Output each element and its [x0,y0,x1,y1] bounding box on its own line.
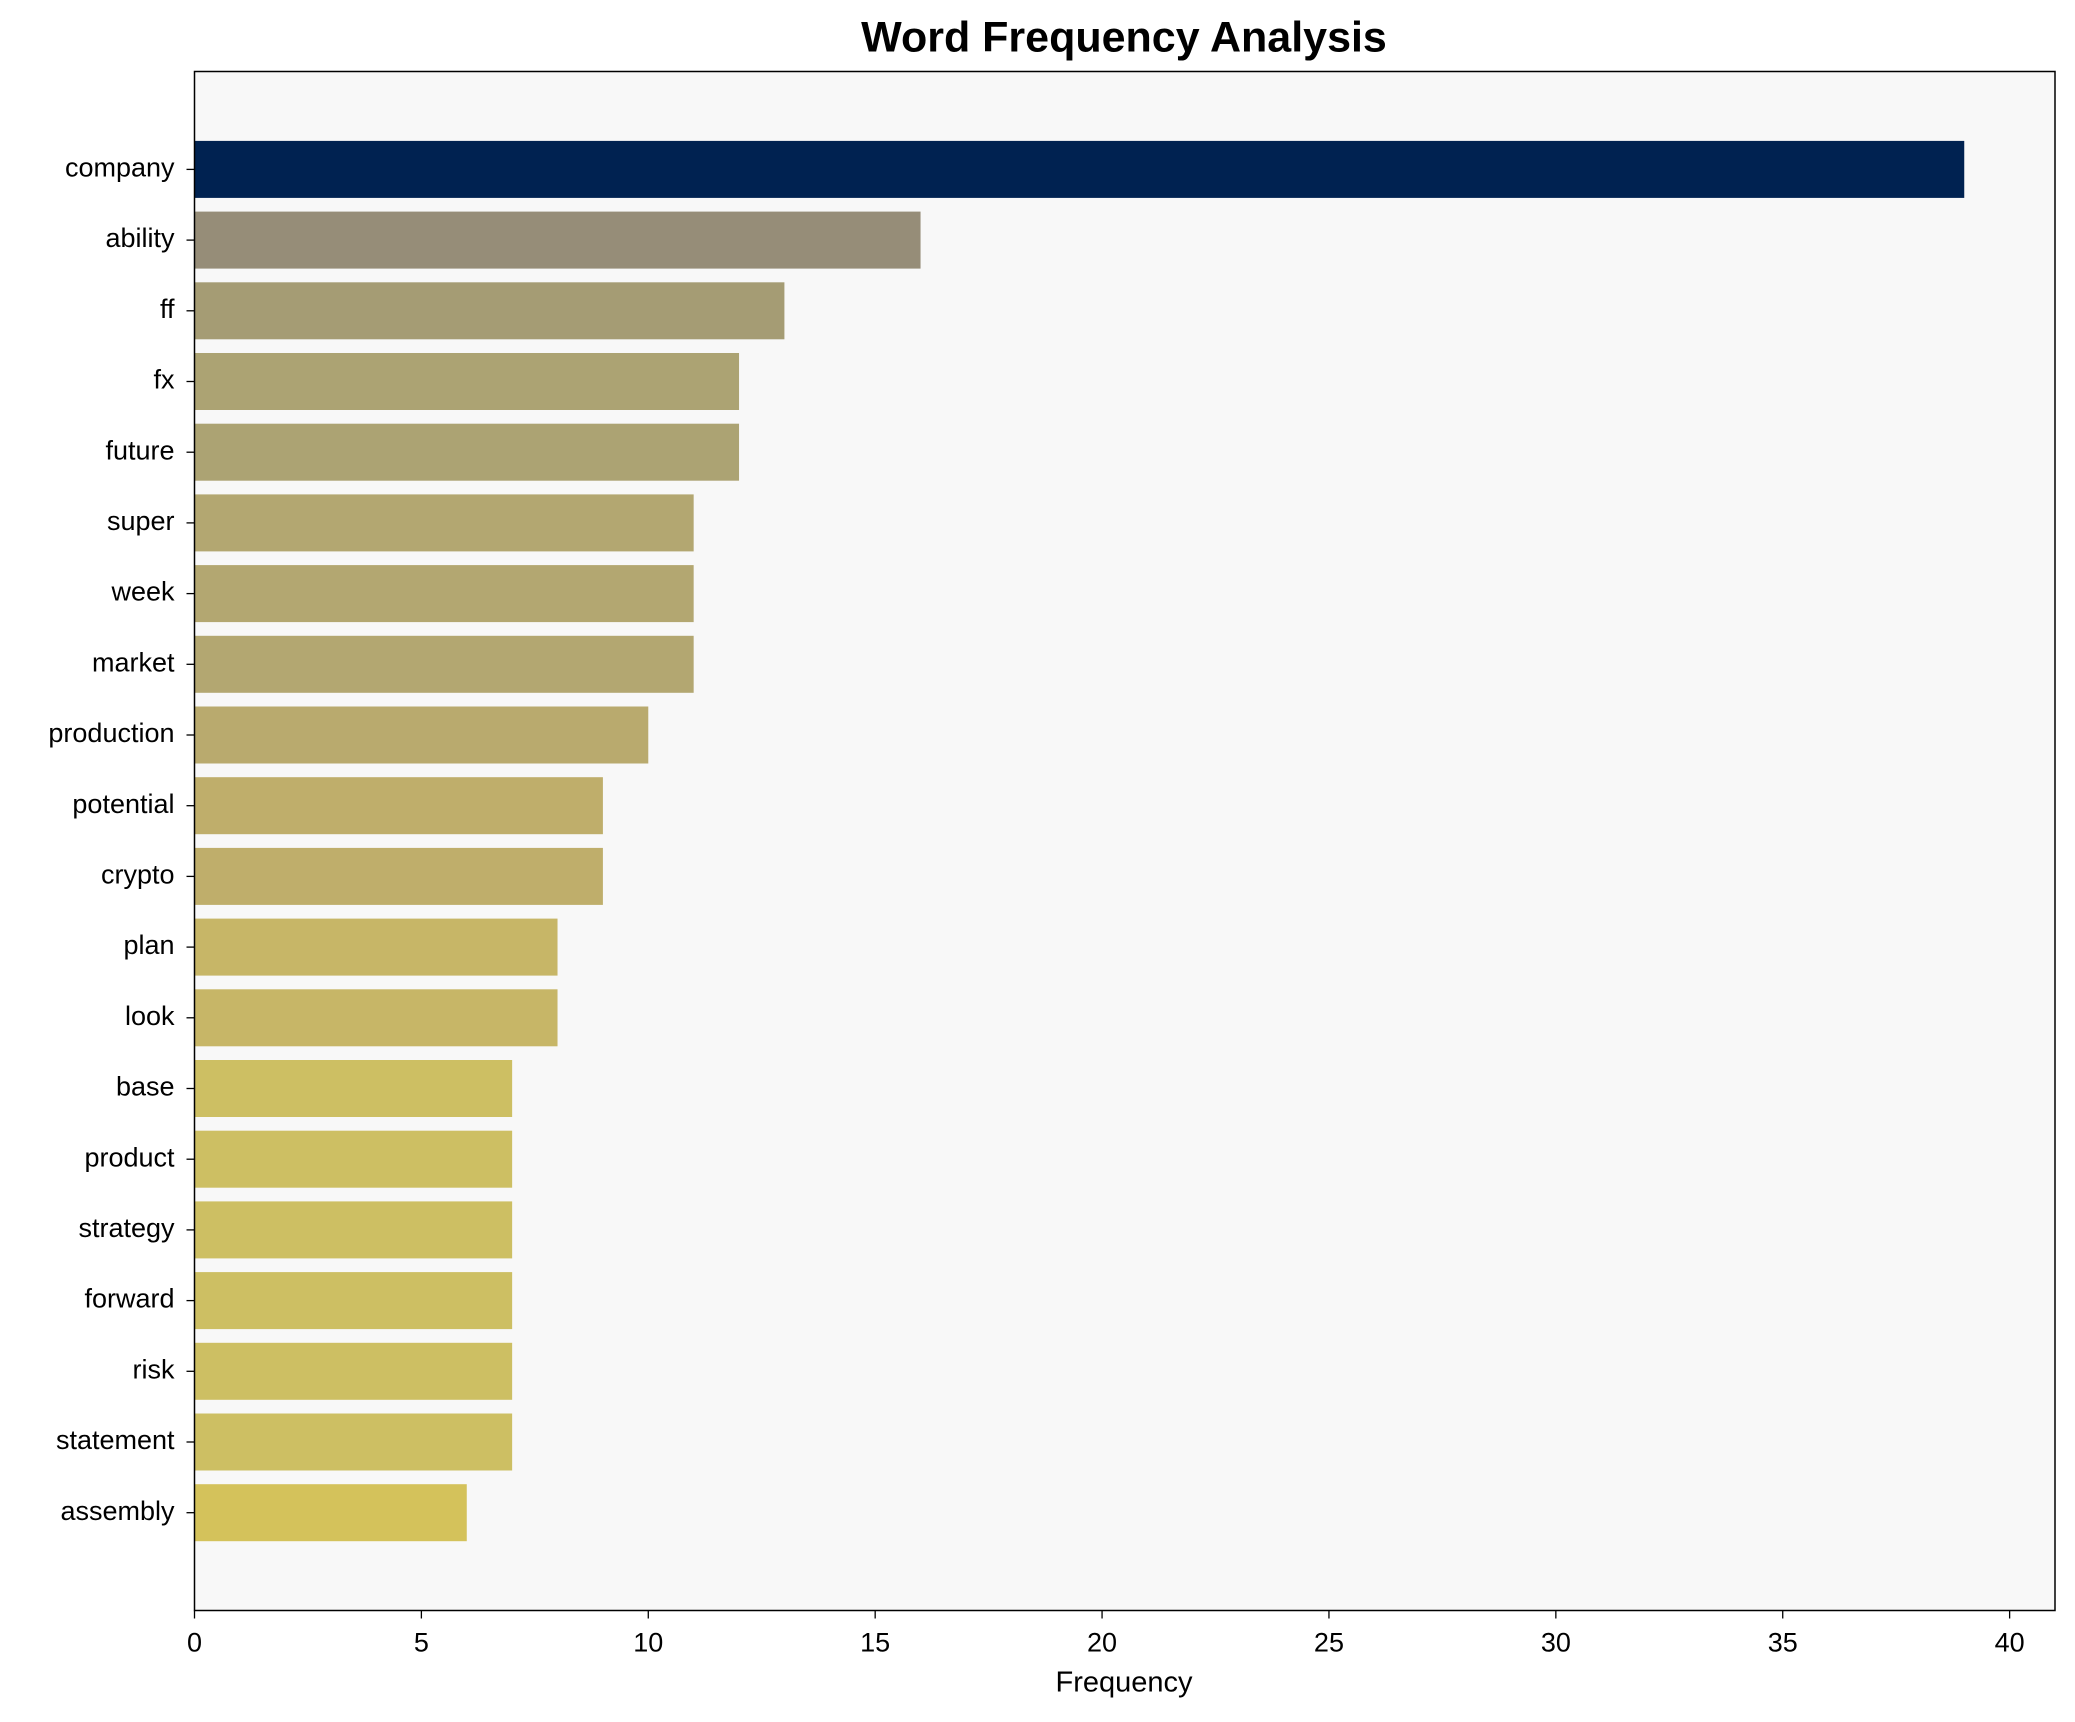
y-tick-label: plan [123,930,174,960]
y-tick-label: potential [72,789,174,819]
bar [194,565,694,623]
y-tick-label: ff [160,294,175,324]
y-tick-label: assembly [60,1496,175,1526]
y-tick-label: future [105,435,174,465]
y-tick-label: base [116,1072,175,1102]
y-tick-label: super [107,506,175,536]
chart-title: Word Frequency Analysis [861,13,1387,61]
plot-frame [193,70,2056,1612]
y-tick-label: crypto [101,860,175,890]
bar [194,635,694,693]
bar [194,1484,467,1542]
x-tick-label: 0 [187,1628,202,1658]
x-tick-label: 10 [633,1628,663,1658]
y-tick-label: company [65,153,175,183]
y-tick-label: market [92,647,175,677]
y-tick-label: risk [133,1354,175,1384]
bar [194,989,558,1047]
bar [194,423,740,481]
x-tick-label: 40 [1995,1628,2025,1658]
bar [194,1130,513,1188]
y-tick-label: look [125,1001,175,1031]
x-tick-label: 25 [1314,1628,1344,1658]
bar [194,706,649,764]
y-tick-label: fx [153,365,175,395]
y-tick-label: strategy [78,1213,175,1243]
bar [194,1201,513,1259]
x-tick-label: 20 [1087,1628,1117,1658]
bar [194,494,694,552]
x-axis-label: Frequency [1055,1667,1193,1699]
bar [194,777,603,835]
bar [194,1413,513,1471]
y-tick-label: statement [56,1425,175,1455]
bar [194,918,558,976]
y-tick-label: forward [84,1284,174,1314]
y-tick-label: production [48,718,174,748]
bar [194,1060,513,1117]
x-tick-label: 5 [414,1628,429,1658]
bar [194,847,603,905]
x-tick-label: 35 [1768,1628,1798,1658]
y-tick-label: product [84,1142,175,1172]
x-tick-label: 15 [860,1628,890,1658]
bar [194,1272,513,1330]
y-tick-label: ability [105,223,175,253]
bar [194,353,740,410]
x-tick-label: 30 [1541,1628,1571,1658]
bar [194,211,921,269]
bar [194,282,785,340]
y-tick-label: week [110,577,175,607]
bar [194,1342,513,1400]
bar [194,140,1965,198]
